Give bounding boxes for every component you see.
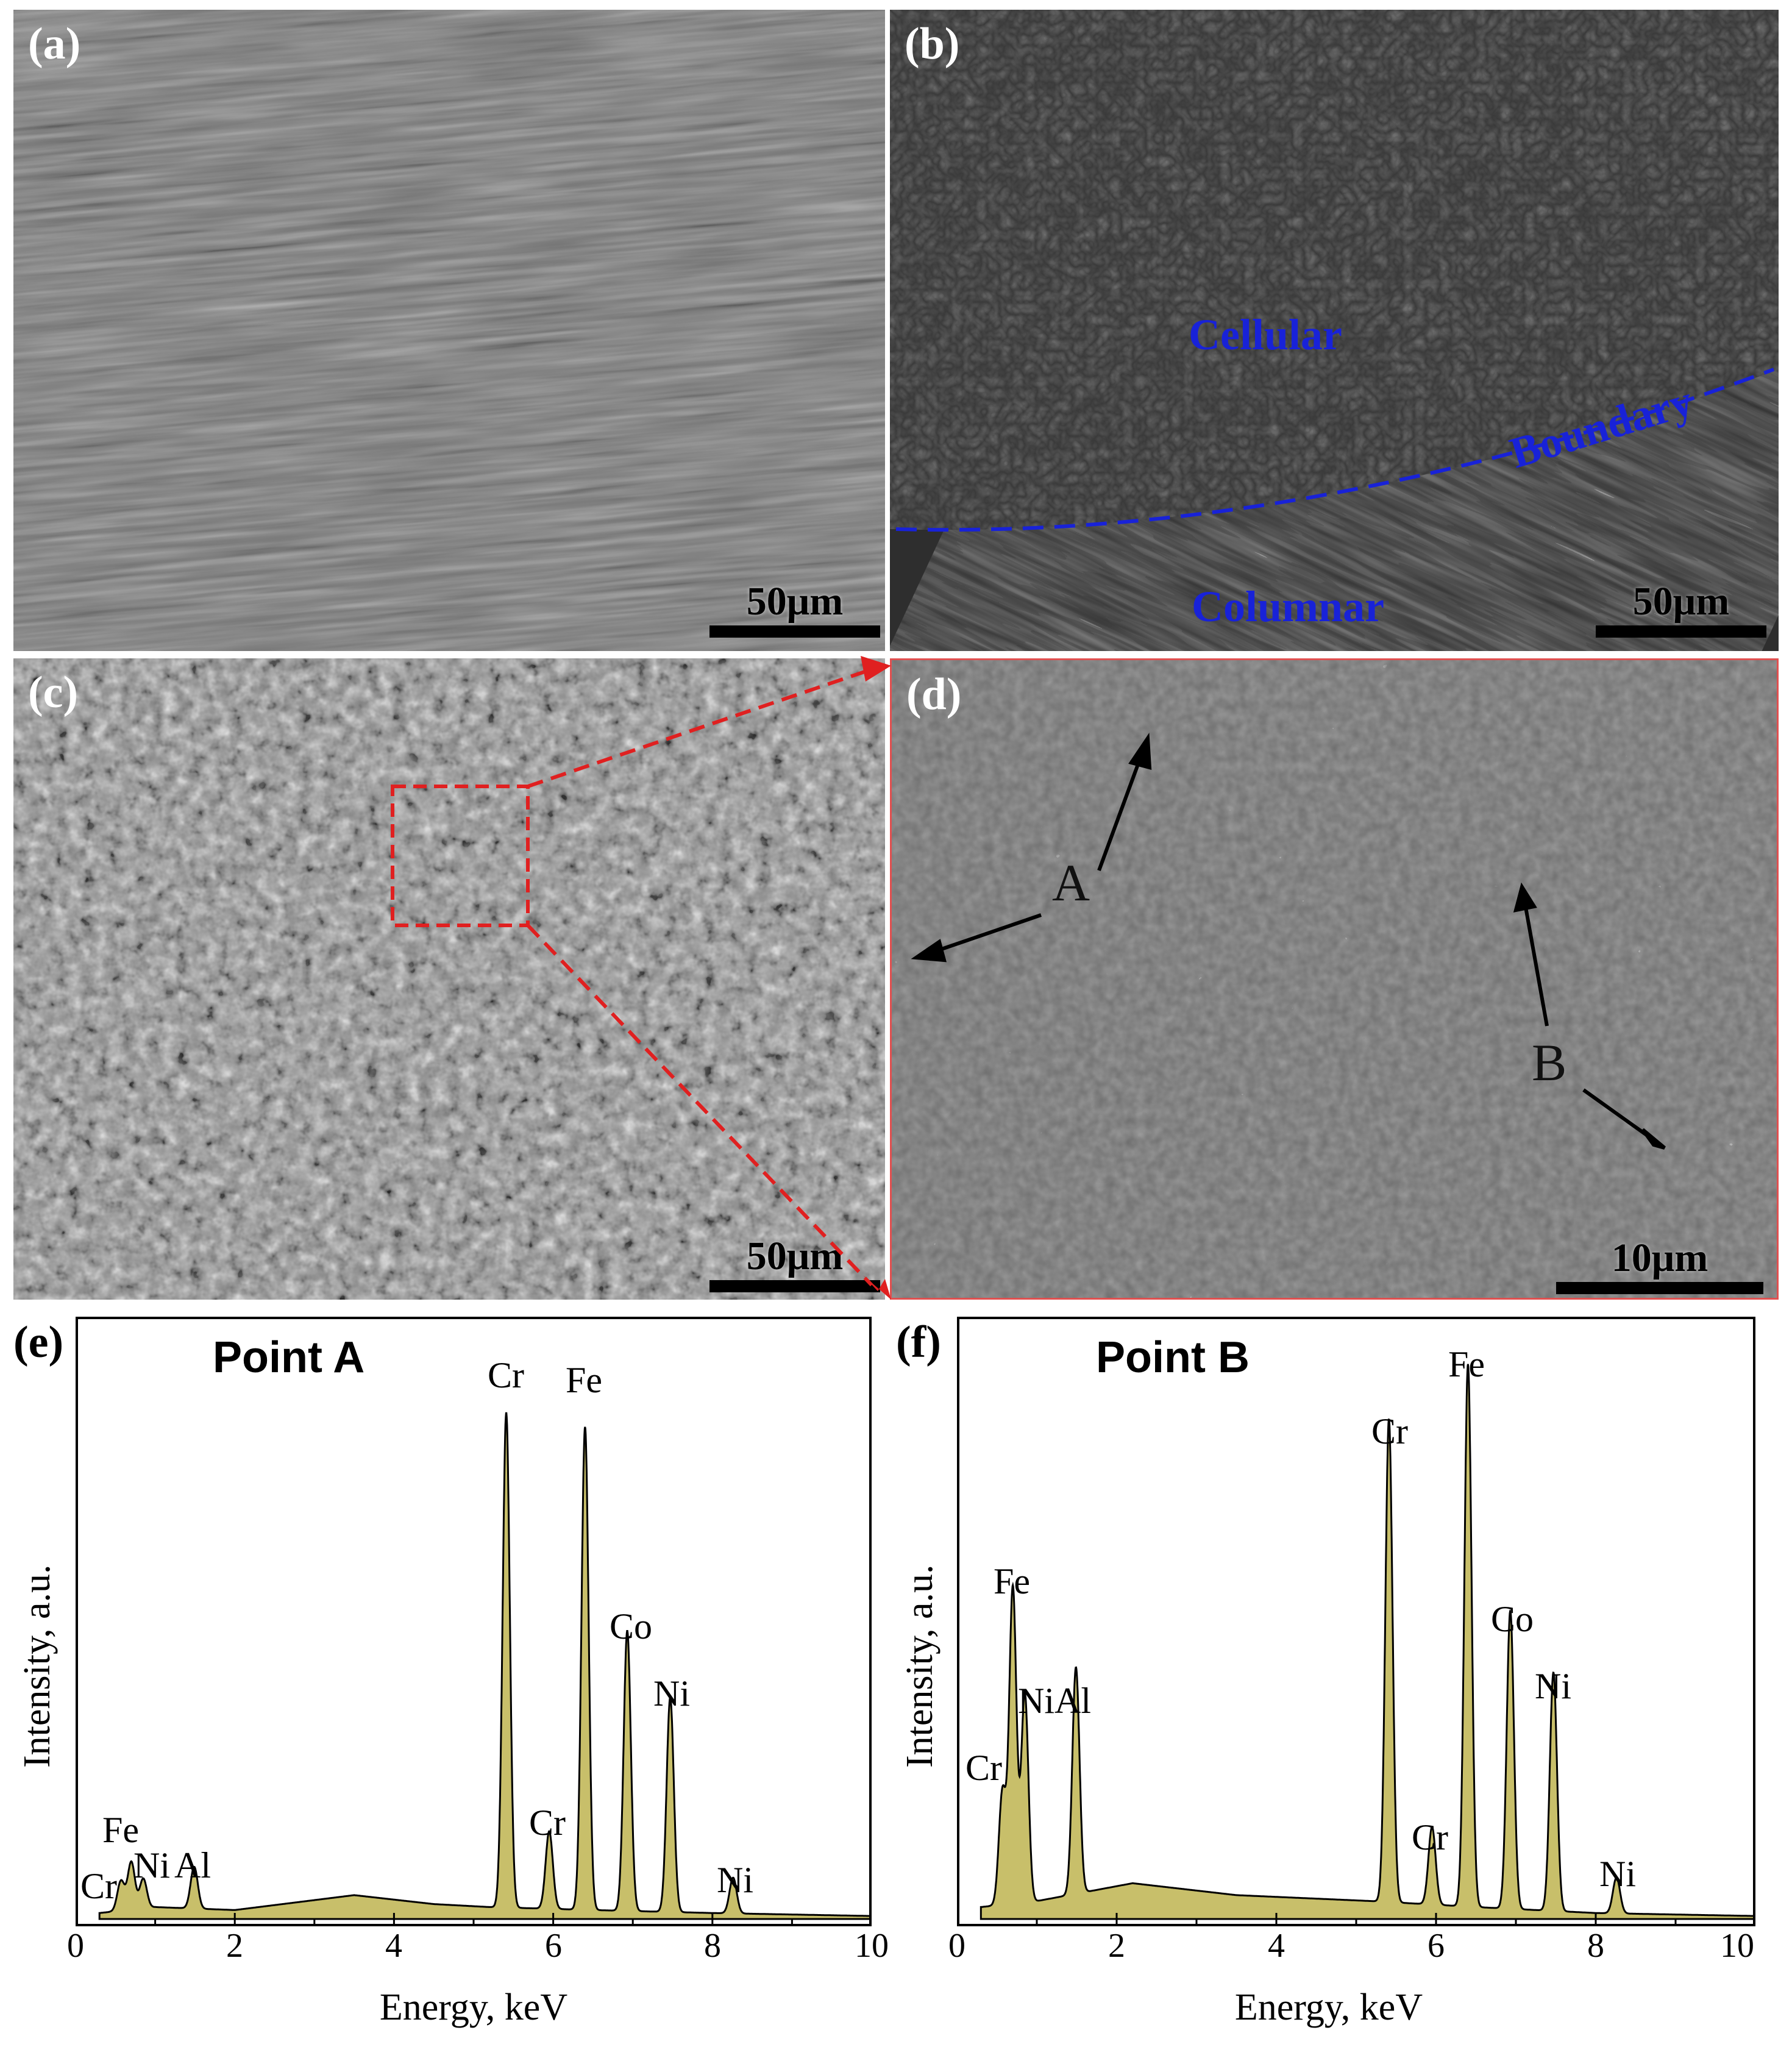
plot-frame-e <box>76 1317 872 1926</box>
point-a-label: A <box>1052 853 1090 912</box>
peak-label-co-e: Co <box>610 1606 653 1646</box>
scale-line-d <box>1556 1282 1763 1294</box>
sem-image-c <box>13 658 885 1300</box>
peak-label-ni-kb-e: Ni <box>717 1860 753 1900</box>
x-tick-2-f: 2 <box>1108 1927 1125 1965</box>
x-tick-10-e: 10 <box>855 1927 889 1965</box>
x-tick-6-f: 6 <box>1428 1927 1445 1965</box>
peak-label-fe-low-f: Fe <box>994 1561 1030 1601</box>
peak-label-cr-ka-e: Cr <box>488 1355 524 1395</box>
scale-text-c: 50μm <box>746 1234 844 1278</box>
x-axis-label-e: Energy, keV <box>379 1987 568 2028</box>
peak-label-fe-low-e: Fe <box>102 1810 139 1850</box>
spectrum-area-e <box>98 1412 873 1920</box>
region-columnar: Columnar <box>1192 582 1385 631</box>
x-tick-0-f: 0 <box>948 1927 965 1965</box>
point-arrows <box>911 733 1666 1150</box>
scale-text-b: 50μm <box>1632 579 1730 624</box>
panel-label-f: (f) <box>896 1317 941 1367</box>
panel-label-d: (d) <box>906 669 962 719</box>
x-tick-8-f: 8 <box>1587 1927 1604 1965</box>
y-axis-label-f: Intensity, a.u. <box>899 1564 940 1768</box>
eds-chart-f: Point B Cr Fe Ni Al Cr Cr Fe Co Ni Ni 0 … <box>948 1317 1757 1965</box>
scale-text-a: 50μm <box>746 579 844 624</box>
sem-panel-c: (c) 50μm <box>13 658 885 1300</box>
sem-image-b <box>890 10 1779 651</box>
chart-title-e: Point A <box>213 1333 365 1382</box>
x-tick-4-f: 4 <box>1268 1927 1285 1965</box>
panel-label-e: (e) <box>13 1317 64 1367</box>
panel-label-b: (b) <box>905 19 960 69</box>
peak-label-cr-kb-f: Cr <box>1412 1817 1448 1857</box>
sem-panel-a: (a) 50μm <box>13 10 885 651</box>
peak-label-ni-kb-f: Ni <box>1599 1854 1636 1894</box>
sem-panel-b: (b) Cellular Boundary Columnar 50μm <box>890 10 1779 651</box>
x-tick-10-f: 10 <box>1720 1927 1754 1965</box>
peak-label-al-e: Al <box>174 1845 211 1885</box>
x-tick-2-e: 2 <box>226 1927 243 1965</box>
scale-line-a <box>709 625 880 638</box>
sem-image-a <box>13 10 885 651</box>
x-axis-label-f: Energy, keV <box>1234 1987 1423 2028</box>
y-axis-label-e: Intensity, a.u. <box>16 1564 58 1768</box>
panel-label-a: (a) <box>28 19 81 69</box>
peak-label-co-f: Co <box>1491 1599 1534 1639</box>
peak-label-ni-low-e: Ni <box>133 1845 170 1885</box>
x-tick-6-e: 6 <box>545 1927 562 1965</box>
sem-image-d <box>892 660 1777 1298</box>
scale-text-d: 10μm <box>1611 1236 1708 1280</box>
point-b-label: B <box>1532 1033 1567 1092</box>
peak-label-fe-ka-f: Fe <box>1448 1344 1485 1384</box>
x-tick-8-e: 8 <box>704 1927 721 1965</box>
eds-plot-e <box>74 1317 873 1926</box>
scale-bar-c: 50μm <box>709 1236 880 1292</box>
scale-line-c <box>709 1280 880 1292</box>
scale-bar-d: 10μm <box>1556 1238 1763 1294</box>
scale-line-b <box>1596 625 1766 638</box>
peak-label-cr-low-e: Cr <box>80 1866 117 1906</box>
chart-title-f: Point B <box>1096 1333 1250 1382</box>
peak-label-ni-low-f: Ni <box>1018 1681 1054 1721</box>
spectrum-area-f <box>980 1364 1757 1920</box>
peak-label-cr-kb-e: Cr <box>529 1803 566 1843</box>
peak-label-fe-ka-e: Fe <box>566 1360 602 1400</box>
panel-label-c: (c) <box>28 668 79 717</box>
zoom-box <box>391 785 530 927</box>
peak-label-ni-ka-e: Ni <box>653 1673 690 1714</box>
peak-label-al-f: Al <box>1054 1681 1091 1721</box>
x-tick-0-e: 0 <box>67 1927 84 1965</box>
scale-bar-b: 50μm <box>1596 582 1766 638</box>
peak-label-cr-ka-f: Cr <box>1371 1411 1408 1451</box>
boundary-line <box>895 368 1775 532</box>
eds-chart-e: Point A Cr Fe Ni Al Cr Cr Fe Co Ni Ni 0 … <box>67 1317 889 1965</box>
scale-bar-a: 50μm <box>709 582 880 638</box>
sem-panel-d: (d) A B 10μm <box>890 658 1779 1300</box>
x-tick-4-e: 4 <box>385 1927 402 1965</box>
peak-label-cr-low-f: Cr <box>965 1748 1002 1788</box>
region-cellular: Cellular <box>1189 310 1342 359</box>
peak-label-ni-ka-f: Ni <box>1535 1666 1571 1706</box>
eds-plot-f <box>956 1317 1757 1926</box>
